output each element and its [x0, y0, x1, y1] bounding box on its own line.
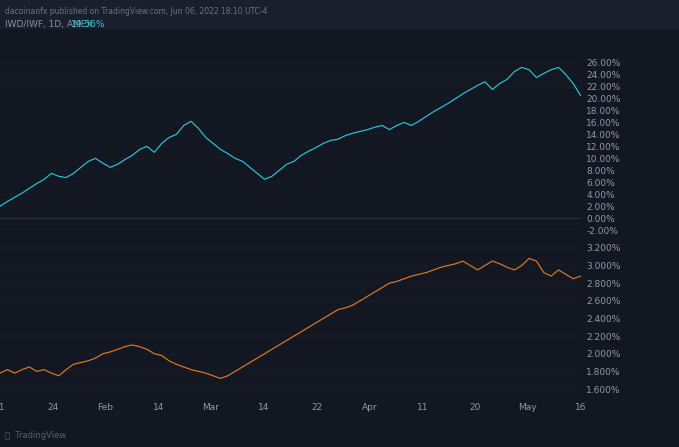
- Text: ⦾  TradingView: ⦾ TradingView: [5, 431, 67, 440]
- Text: IWD/IWF, 1D, AMEX: IWD/IWF, 1D, AMEX: [5, 20, 98, 29]
- Text: dacoinanfx published on TradingView.com, Jun 06, 2022 18:10 UTC-4: dacoinanfx published on TradingView.com,…: [5, 7, 268, 16]
- Text: 19.56%: 19.56%: [71, 20, 106, 29]
